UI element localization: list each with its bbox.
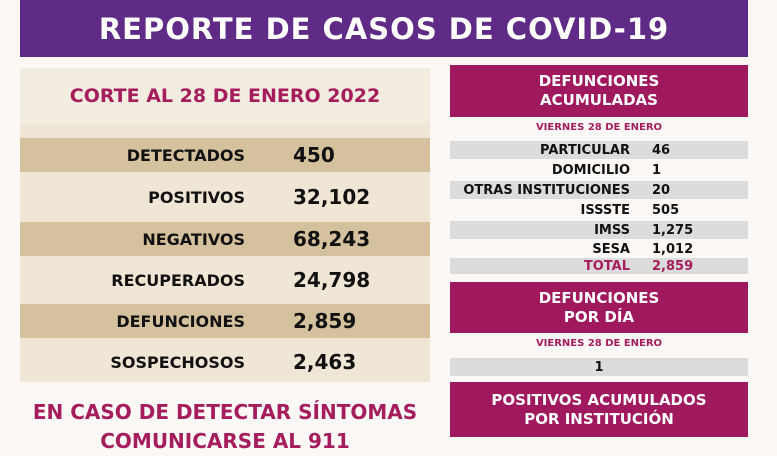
- positives-by-institution-header: POSITIVOS ACUMULADOS POR INSTITUCIÓN: [450, 382, 748, 437]
- row-label: SESA: [592, 241, 630, 257]
- death-row: SESA 1,012: [450, 240, 748, 258]
- box-title: ACUMULADAS: [540, 91, 658, 109]
- report-title: REPORTE DE CASOS DE COVID-19: [20, 0, 748, 57]
- stat-label: RECUPERADOS: [111, 270, 245, 290]
- date-label: VIERNES 28 DE ENERO: [535, 338, 663, 349]
- box-title: POSITIVOS ACUMULADOS: [491, 390, 707, 409]
- deaths-accumulated-header: DEFUNCIONES ACUMULADAS: [450, 65, 748, 117]
- row-value: 20: [652, 182, 671, 198]
- row-value: 1,275: [652, 222, 694, 238]
- box-title: DEFUNCIONES: [538, 72, 660, 90]
- row-value: 1: [652, 162, 662, 178]
- stat-row-recuperados: RECUPERADOS 24,798: [20, 263, 430, 297]
- death-total-row: TOTAL 2,859: [450, 258, 748, 274]
- death-row: PARTICULAR 46: [450, 141, 748, 159]
- stat-row-positivos: POSITIVOS 32,102: [20, 180, 430, 214]
- stat-label: SOSPECHOSOS: [110, 352, 245, 372]
- stat-row-defunciones: DEFUNCIONES 2,859: [20, 304, 430, 338]
- date-label: VIERNES 28 DE ENERO: [535, 122, 663, 133]
- death-row: OTRAS INSTITUCIONES 20: [450, 181, 748, 199]
- stat-label: NEGATIVOS: [142, 229, 245, 249]
- row-label: IMSS: [594, 222, 630, 238]
- call-to-action: EN CASO DE DETECTAR SÍNTOMAS COMUNICARSE …: [20, 398, 430, 456]
- stat-value: 24,798: [293, 268, 371, 292]
- box-title: POR INSTITUCIÓN: [524, 409, 674, 428]
- row-value: 2,859: [652, 258, 694, 274]
- stat-value: 2,463: [293, 350, 357, 374]
- stat-value: 2,859: [293, 309, 357, 333]
- stat-label: DEFUNCIONES: [116, 311, 245, 331]
- row-label: OTRAS INSTITUCIONES: [463, 182, 630, 198]
- stat-row-sospechosos: SOSPECHOSOS 2,463: [20, 345, 430, 379]
- stat-label: DETECTADOS: [126, 145, 245, 165]
- stat-value: 450: [293, 143, 335, 167]
- death-row: IMSS 1,275: [450, 221, 748, 239]
- deaths-per-day-value: 1: [450, 358, 748, 376]
- cta-line: COMUNICARSE AL 911: [100, 429, 350, 453]
- stat-row-detectados: DETECTADOS 450: [20, 138, 430, 172]
- stat-row-negativos: NEGATIVOS 68,243: [20, 222, 430, 256]
- death-row: DOMICILIO 1: [450, 161, 748, 179]
- row-value: 505: [652, 202, 680, 218]
- stat-value: 68,243: [293, 227, 371, 251]
- deaths-per-day-header: DEFUNCIONES POR DÍA: [450, 282, 748, 333]
- cta-line: EN CASO DE DETECTAR SÍNTOMAS: [32, 400, 418, 424]
- row-label: PARTICULAR: [540, 142, 630, 158]
- row-label: ISSSTE: [580, 202, 630, 218]
- box-title: POR DÍA: [563, 307, 635, 326]
- row-label: TOTAL: [583, 258, 630, 274]
- stat-label: POSITIVOS: [148, 187, 245, 207]
- row-value: 1,012: [652, 241, 694, 257]
- row-value: 46: [652, 142, 671, 158]
- cutoff-date-title: CORTE AL 28 DE ENERO 2022: [20, 68, 430, 124]
- death-row: ISSSTE 505: [450, 201, 748, 219]
- box-title: DEFUNCIONES: [538, 288, 660, 307]
- row-label: DOMICILIO: [551, 162, 630, 178]
- stat-value: 32,102: [293, 185, 371, 209]
- row-value: 1: [594, 359, 604, 375]
